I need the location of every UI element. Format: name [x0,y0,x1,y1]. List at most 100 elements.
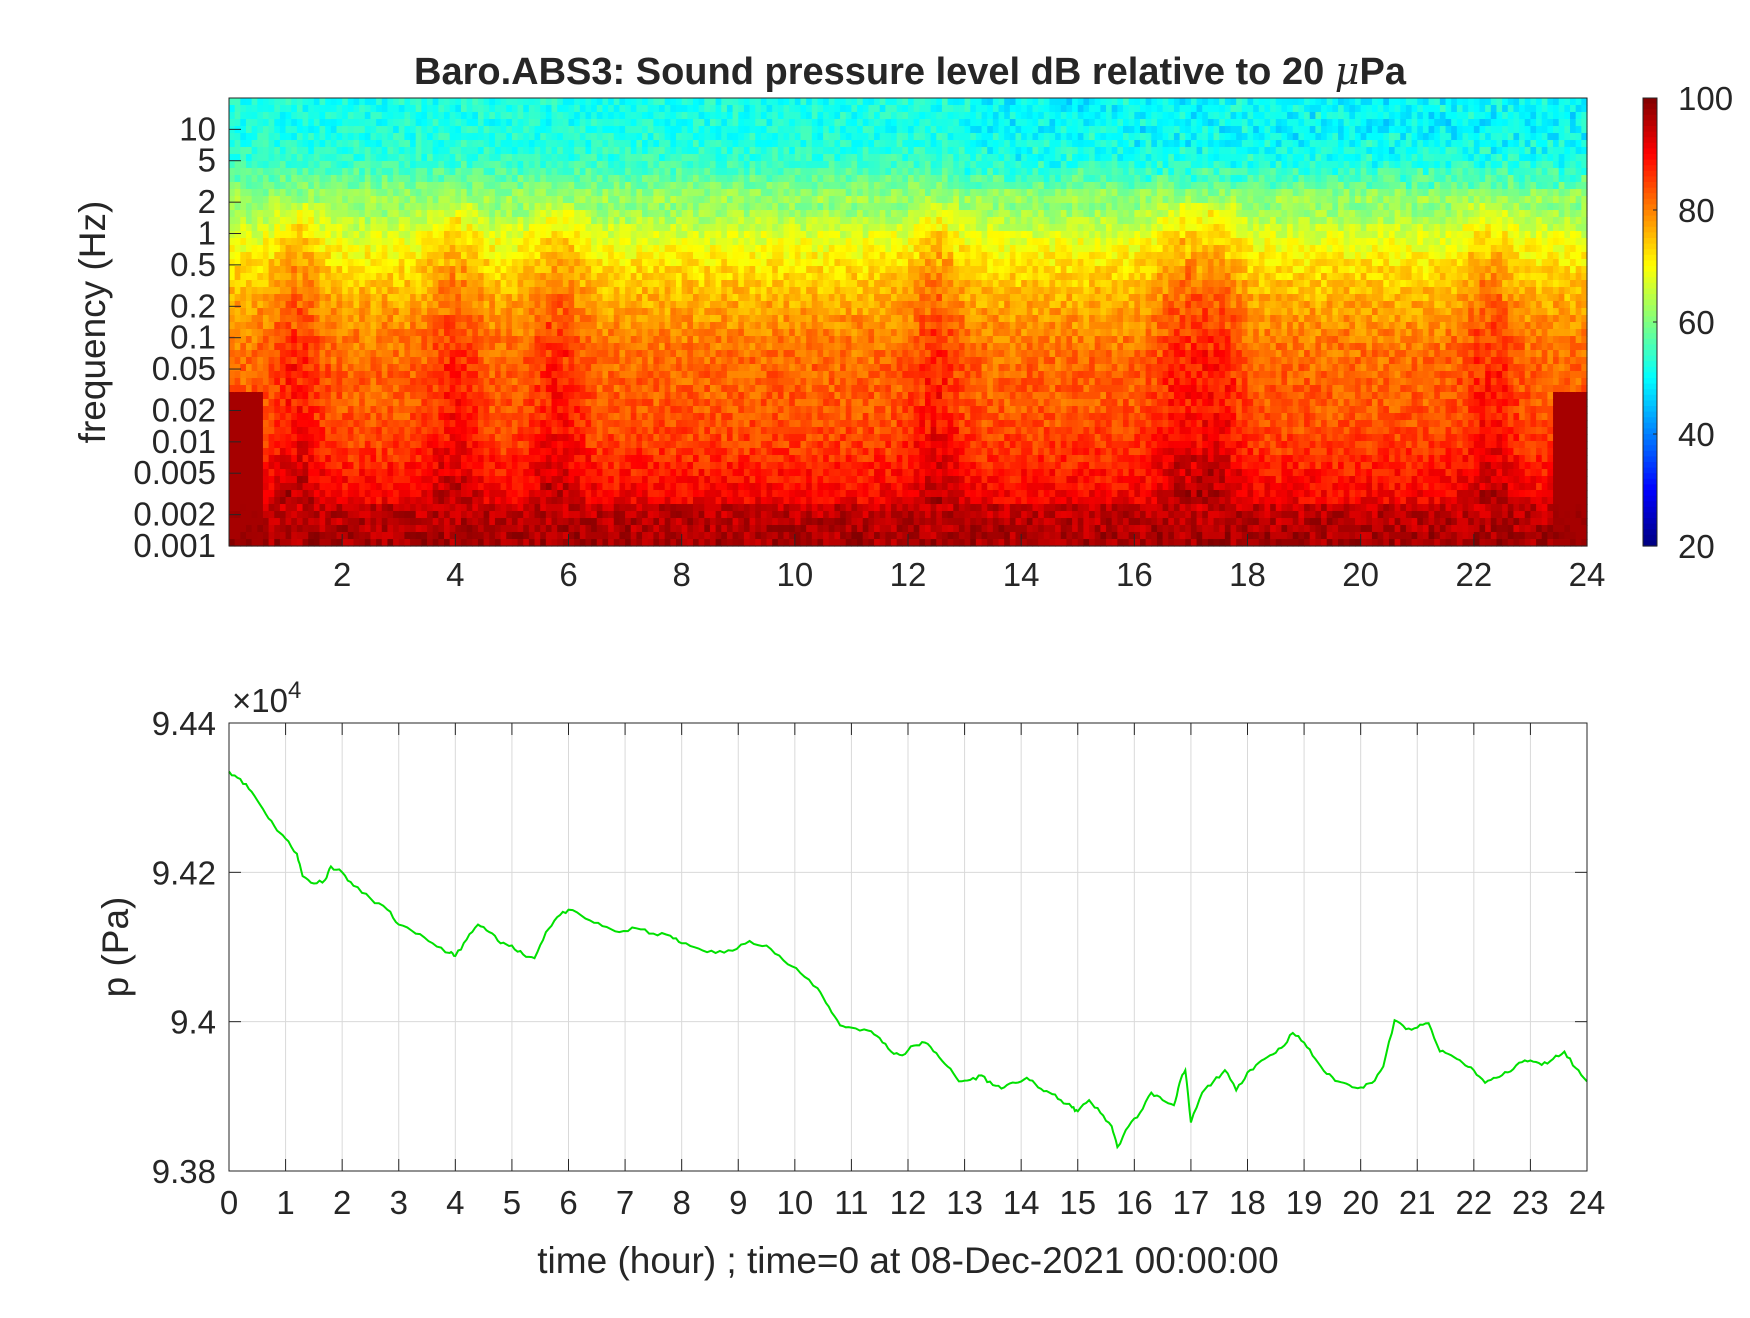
spectrogram-cell [245,308,253,316]
spectrogram-cell [421,315,428,323]
spectrogram-cell [625,385,632,393]
spectrogram-cell [477,126,485,134]
spectrogram-cell [466,518,473,526]
spectrogram-cell [500,196,507,204]
spectrogram-cell [579,378,587,386]
spectrogram-cell [262,126,270,134]
spectrogram-cell [376,98,383,106]
spectrogram-cell [336,518,343,526]
spectrogram-cell [359,357,366,365]
spectrogram-cell [336,350,343,358]
spectrogram-cell [427,322,434,330]
spectrogram-cell [347,539,355,547]
spectrogram-cell [291,140,298,148]
spectrogram-cell [291,273,298,281]
spectrogram-cell [545,350,553,358]
spectrogram-cell [393,252,400,260]
spectrogram-cell [376,161,383,169]
spectrogram-cell [483,140,490,148]
spectrogram-cell [483,504,490,512]
spectrogram-cell [410,364,417,372]
spectrogram-cell [234,273,241,281]
spectrogram-cell [302,315,309,323]
spectrogram-cell [274,245,281,253]
spectrogram-cell [642,308,649,316]
spectrogram-cell [630,105,637,113]
spectrogram-cell [279,462,287,470]
spectrogram-cell [596,371,604,379]
spectrogram-cell [240,119,247,127]
spectrogram-cell [653,266,660,274]
spectrogram-cell [444,154,451,162]
spectrogram-cell [636,126,643,134]
spectrogram-cell [398,294,406,302]
spectrogram-cell [251,511,258,519]
spectrogram-cell [545,287,553,295]
spectrogram-cell [494,441,502,449]
spectrogram-cell [325,350,332,358]
spectrogram-cell [245,525,253,533]
spectrogram-cell [528,525,536,533]
spectrogram-cell [574,490,581,498]
spectrogram-cell [636,518,643,526]
spectrogram-cell [319,259,326,267]
spectrogram-cell [381,476,389,484]
spectrogram-cell [262,413,270,421]
spectrogram-cell [376,329,383,337]
spectrogram-cell [579,259,587,267]
spectrogram-cell [381,105,389,113]
spectrogram-cell [410,420,417,428]
spectrogram-cell [381,147,389,155]
spectrogram-cell [279,154,287,162]
spectrogram-cell [636,301,643,309]
spectrogram-cell [511,308,519,316]
spectrogram-cell [381,427,389,435]
spectrogram-cell [613,105,621,113]
spectrogram-cell [257,357,264,365]
spectrogram-cell [308,280,315,288]
spectrogram-cell [455,231,462,239]
spectrogram-cell [257,231,264,239]
spectrogram-cell [647,329,654,337]
spectrogram-cell [653,441,660,449]
spectrogram-cell [477,392,485,400]
spectrogram-cell [234,336,241,344]
spectrogram-cell [608,119,615,127]
spectrogram-cell [398,518,406,526]
spectrogram-cell [421,476,428,484]
spectrogram-cell [313,287,321,295]
spectrogram-cell [591,483,598,491]
spectrogram-cell [557,357,564,365]
spectrogram-cell [342,315,349,323]
spectrogram-cell [523,231,530,239]
spectrogram-cell [432,252,439,260]
spectrogram-cell [602,413,609,421]
spectrogram-cell [460,224,468,232]
spectrogram-cell [483,189,490,197]
spectrogram-cell [472,385,479,393]
spectrogram-cell [262,266,270,274]
spectrogram-cell [540,322,547,330]
spectrogram-cell [477,364,485,372]
spectrogram-cell [274,280,281,288]
spectrogram-cell [636,525,643,533]
spectrogram-cell [647,315,654,323]
spectrogram-cell [659,441,666,449]
spectrogram-cell [229,532,236,540]
spectrogram-cell [568,427,575,435]
spectrogram-cell [489,217,496,225]
spectrogram-cell [664,427,671,435]
spectrogram-cell [262,98,270,106]
spectrogram-cell [234,98,241,106]
spectrogram-cell [296,322,304,330]
spectrogram-cell [647,98,654,106]
spectrogram-cell [494,378,502,386]
spectrogram-cell [432,287,439,295]
spectrogram-cell [279,168,287,176]
spectrogram-cell [229,315,236,323]
spectrogram-cell [240,315,247,323]
spectrogram-cell [511,189,519,197]
spectrogram-cell [528,245,536,253]
spectrogram-cell [245,532,253,540]
spectrogram-cell [279,238,287,246]
